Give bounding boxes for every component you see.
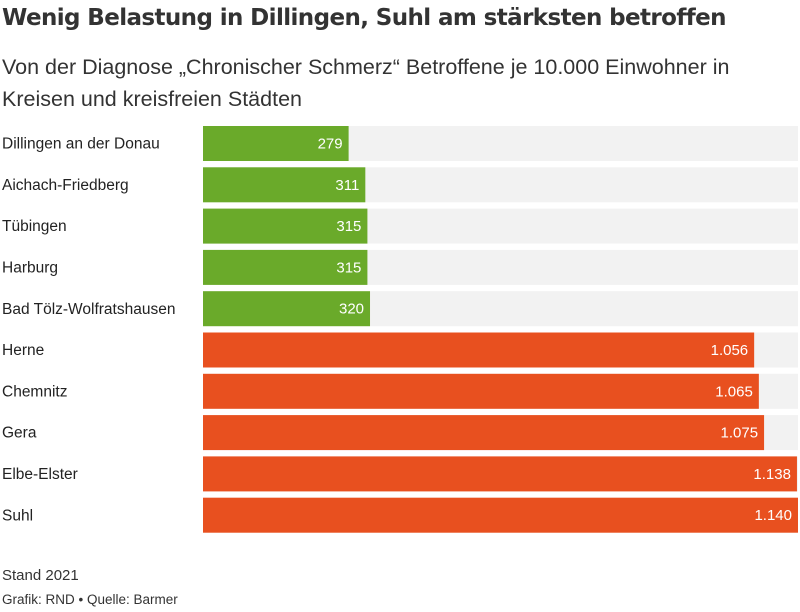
stand-note: Stand 2021 (2, 567, 79, 584)
bar-row-chemnitz: Chemnitz 1.065 (2, 373, 798, 409)
value-label: 1.140 (754, 507, 792, 524)
source-credit: Grafik: RND • Quelle: Barmer (2, 592, 178, 607)
value-label: 1.075 (721, 425, 759, 442)
value-label: 279 (318, 135, 343, 152)
value-label: 1.065 (715, 383, 753, 400)
value-label: 1.138 (753, 466, 791, 483)
category-label: Elbe-Elster (2, 466, 78, 483)
bar (203, 332, 755, 368)
category-label: Dillingen an der Donau (2, 136, 160, 153)
category-label: Suhl (2, 507, 33, 524)
bar-row-elbe-elster: Elbe-Elster 1.138 (2, 456, 798, 492)
bar (203, 456, 797, 492)
category-label: Bad Tölz-Wolfratshausen (2, 301, 175, 318)
bar-row-suhl: Suhl 1.140 (2, 497, 798, 533)
value-label: 315 (336, 259, 361, 276)
bar (203, 126, 349, 161)
bar-row-gera: Gera 1.075 (2, 415, 798, 451)
bar-row-herne: Herne 1.056 (2, 332, 798, 368)
value-label: 311 (335, 177, 359, 194)
bar-row-harburg: Harburg 315 (2, 249, 798, 285)
value-label: 315 (336, 218, 361, 235)
bar-row-dillingen-an-der-donau: Dillingen an der Donau 279 (2, 126, 798, 161)
bar-chart: Dillingen an der Donau 279 Aichach-Friedbe… (2, 126, 798, 533)
chart-title: Wenig Belastung in Dillingen, Suhl am st… (2, 5, 727, 31)
bar (203, 291, 371, 327)
value-label: 1.056 (711, 342, 749, 359)
bar (203, 167, 366, 203)
category-label: Tübingen (2, 218, 67, 235)
bar-row-tuebingen: Tübingen 315 (2, 208, 798, 244)
bar (203, 249, 368, 285)
category-label: Chemnitz (2, 383, 67, 400)
bar (203, 497, 798, 533)
bar-row-aichach-friedberg: Aichach-Friedberg 311 (2, 167, 798, 203)
category-label: Herne (2, 342, 44, 359)
value-label: 320 (339, 301, 364, 318)
bar (203, 208, 368, 244)
category-label: Gera (2, 425, 37, 442)
category-label: Harburg (2, 259, 58, 276)
category-label: Aichach-Friedberg (2, 177, 129, 194)
bar-row-bad-toelz-wolfratshausen: Bad Tölz-Wolfratshausen 320 (2, 291, 798, 327)
bar (203, 415, 765, 451)
chart-subtitle: Von der Diagnose „Chronischer Schmerz“ B… (2, 55, 730, 111)
bar (203, 373, 759, 409)
